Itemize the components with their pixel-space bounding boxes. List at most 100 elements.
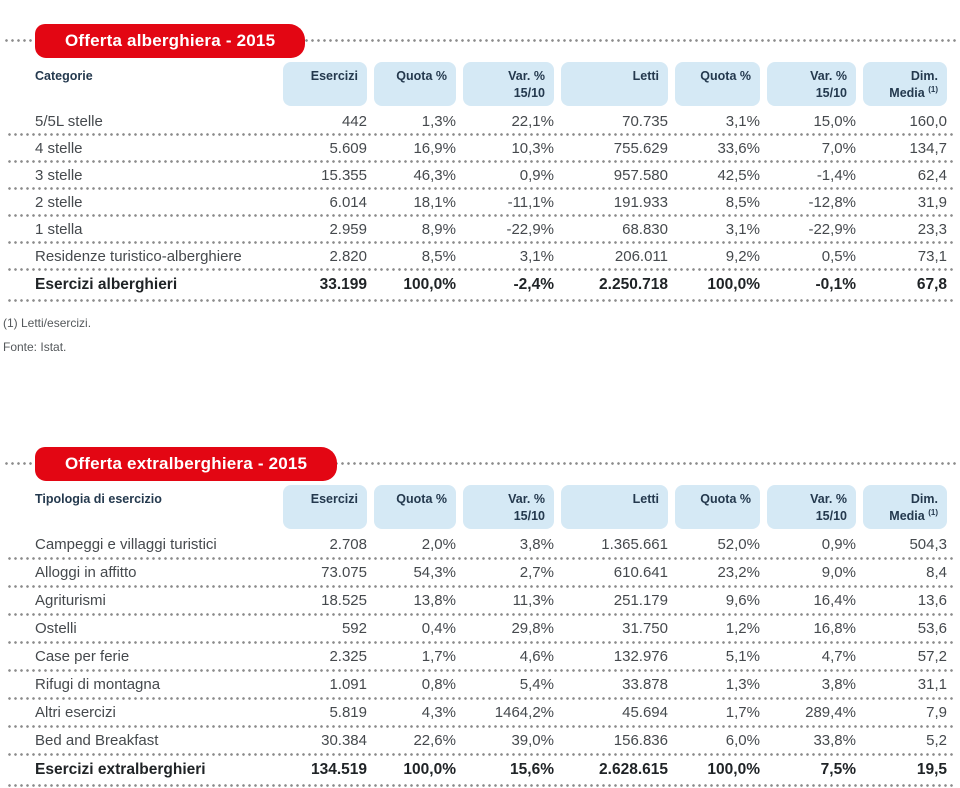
cell: 33,8%: [813, 732, 856, 749]
row-divider: [8, 725, 956, 728]
cell: 2,0%: [421, 536, 456, 553]
column-header-label: Var. %: [810, 492, 847, 506]
total-label: Esercizi alberghieri: [35, 276, 178, 293]
column-header-label: Quota %: [396, 492, 447, 506]
row-divider: [8, 697, 956, 700]
column-header: Quota %: [675, 485, 760, 529]
column-header-label: Esercizi: [310, 69, 358, 83]
total-cell: -0,1%: [815, 276, 857, 293]
column-header: Var. % 15/10: [767, 62, 856, 106]
total-cell: 15,6%: [510, 761, 554, 778]
column-header: Esercizi: [283, 485, 367, 529]
row-divider: [8, 241, 956, 244]
cell: 29,8%: [511, 620, 554, 637]
row-label: Campeggi e villaggi turistici: [35, 536, 217, 553]
column-header: Quota %: [374, 62, 456, 106]
cell: 45.694: [622, 704, 668, 721]
cell: 57,2: [917, 648, 947, 665]
column-header: Quota %: [675, 62, 760, 106]
cell: 0,9%: [821, 536, 856, 553]
column-header: Var. % 15/10: [767, 485, 856, 529]
table-row: Rifugi di montagna 1.091 0,8% 5,4% 33.878 1,3…: [35, 672, 947, 697]
column-header: Dim. Media (1): [863, 485, 947, 529]
row-label: Alloggi in affitto: [35, 564, 137, 581]
column-headers: Tipologia di esercizio Esercizi Quota % Var…: [35, 485, 947, 529]
cell: 5,4%: [519, 676, 554, 693]
row-label: 3 stelle: [35, 166, 83, 184]
cell: 13,6: [917, 592, 947, 609]
column-header-label: Dim.: [910, 492, 938, 506]
cell: 5.609: [329, 139, 367, 157]
table-row: Case per ferie 2.325 1,7% 4,6% 132.976 5,1% 4,…: [35, 644, 947, 669]
column-header-label: Var. %: [508, 492, 545, 506]
cell: 4,3%: [421, 704, 456, 721]
column-header-label: 15/10: [513, 508, 545, 523]
cell: 132.976: [613, 648, 668, 665]
top-margin: [0, 0, 960, 24]
table-offerta-alberghiera: Offerta alberghiera - 2015 Categorie Eser…: [0, 24, 960, 359]
row-label: Residenze turistico-alberghiere: [35, 247, 242, 265]
table-row: Campeggi e villaggi turistici 2.708 2,0% 3,…: [35, 532, 947, 557]
footnote: Fonte: Istat.: [3, 340, 67, 354]
column-header: Quota %: [374, 485, 456, 529]
row-label: Ostelli: [35, 620, 77, 637]
column-header-label: Var. %: [810, 69, 847, 83]
total-cell: 100,0%: [403, 276, 456, 293]
column-header-label: 15/10: [815, 85, 847, 100]
cell: 1,7%: [421, 648, 456, 665]
cell: 1.091: [329, 676, 367, 693]
column-header-label: Media: [889, 86, 925, 101]
cell: 160,0: [909, 112, 947, 130]
cell: 504,3: [909, 536, 947, 553]
cell: 54,3%: [413, 564, 456, 581]
table-row: Ostelli 592 0,4% 29,8% 31.750 1,2% 16,8% 53,6: [35, 616, 947, 641]
cell: 610.641: [613, 564, 668, 581]
cell: 2,7%: [519, 564, 554, 581]
cell: 8,5%: [725, 193, 760, 211]
cell: 2.325: [329, 648, 367, 665]
row-divider: [8, 133, 956, 136]
cell: 8,9%: [421, 220, 456, 238]
cell: 53,6: [917, 620, 947, 637]
column-header-label: Letti: [632, 69, 659, 83]
row-divider: [8, 784, 956, 787]
cell: 8,5%: [421, 247, 456, 265]
column-header-label: Media: [889, 509, 925, 524]
row-divider: [8, 268, 956, 271]
footnote: (1) Letti/esercizi.: [3, 316, 92, 330]
cell: 755.629: [613, 139, 668, 157]
section-title-badge: Offerta extralberghiera - 2015: [35, 447, 338, 481]
cell: 10,3%: [511, 139, 554, 157]
column-header: Var. % 15/10: [463, 62, 554, 106]
column-header-label: Quota %: [700, 69, 751, 83]
cell: 13,8%: [413, 592, 456, 609]
cell: 957.580: [613, 166, 668, 184]
cell: 15,0%: [813, 112, 856, 130]
cell: 9,6%: [725, 592, 760, 609]
cell: 1.365.661: [601, 536, 668, 553]
cell: 42,5%: [717, 166, 760, 184]
table-offerta-extralberghiera: Offerta extralberghiera - 2015 Tipologia…: [0, 447, 960, 787]
cell: 5,2: [926, 732, 947, 749]
cell: 7,0%: [821, 139, 856, 157]
table-body: Campeggi e villaggi turistici 2.708 2,0% 3,…: [0, 532, 960, 787]
footnote-marker: (1): [928, 84, 938, 94]
cell: -11,1%: [507, 193, 554, 211]
cell: 3,1%: [725, 112, 760, 130]
cell: 0,8%: [421, 676, 456, 693]
cell: 70.735: [622, 112, 668, 130]
row-divider: [8, 641, 956, 644]
section-title-badge: Offerta alberghiera - 2015: [35, 24, 306, 58]
table-row: 1 stella 2.959 8,9% -22,9% 68.830 3,1% -22,9% 2…: [35, 217, 947, 241]
cell: 3,1%: [519, 247, 554, 265]
cell: 1464,2%: [494, 704, 554, 721]
row-divider: [8, 299, 956, 302]
cell: 9,0%: [821, 564, 856, 581]
title-dotted-rule: [5, 462, 956, 465]
cell: 31.750: [622, 620, 668, 637]
cell: 0,5%: [821, 247, 856, 265]
cell: 18.525: [321, 592, 367, 609]
cell: 0,9%: [519, 166, 554, 184]
column-header: Letti: [561, 485, 668, 529]
cell: 33.878: [622, 676, 668, 693]
